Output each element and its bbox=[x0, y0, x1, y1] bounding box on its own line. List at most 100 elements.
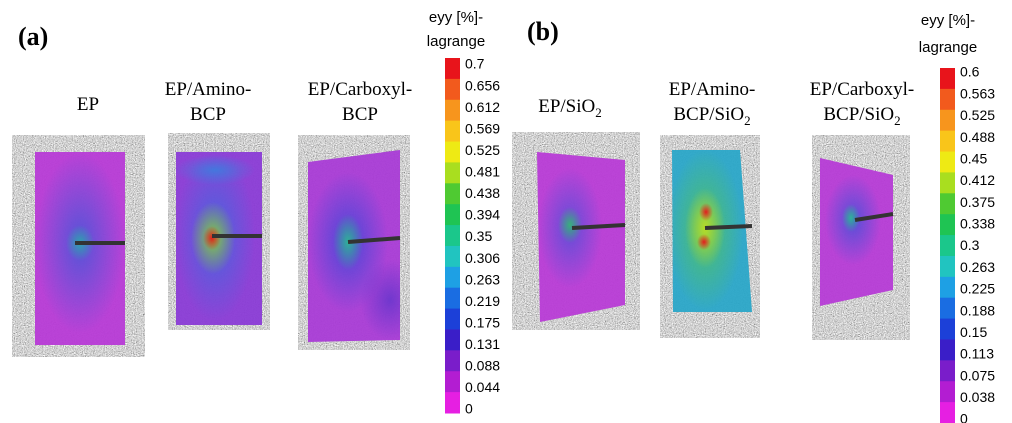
colorbar-segment bbox=[445, 245, 460, 268]
colorbar-segment bbox=[445, 78, 460, 101]
colorbar-segment bbox=[940, 235, 955, 257]
colorbar-tick-label: 0.15 bbox=[960, 324, 987, 340]
colorbar-tick-label: 0.306 bbox=[465, 250, 500, 266]
colorbar-segment bbox=[445, 308, 460, 330]
colorbar-tick-label: 0.113 bbox=[960, 346, 994, 362]
colorbar-segment bbox=[445, 183, 460, 205]
colorbar-title: lagrange bbox=[919, 39, 977, 56]
specimen-label: EP/Amino- bbox=[165, 79, 252, 100]
specimen-label: EP/Carboxyl- bbox=[810, 79, 915, 100]
colorbar-segment bbox=[940, 68, 955, 90]
strain-spot bbox=[558, 207, 582, 243]
specimen-label: EP/Amino- bbox=[669, 79, 756, 100]
label-text: BCP bbox=[342, 104, 378, 125]
label-text: BCP/SiO bbox=[673, 104, 744, 125]
colorbar-segment bbox=[445, 162, 460, 184]
specimen: EP/Carboxyl- BCP/SiO2 bbox=[810, 79, 915, 340]
specimen-label: BCP bbox=[342, 104, 378, 125]
colorbar-segment bbox=[940, 193, 955, 215]
colorbar-segment bbox=[445, 99, 460, 122]
label-text: BCP/SiO bbox=[823, 104, 894, 125]
label-text: EP/Amino- bbox=[669, 79, 756, 100]
colorbar-title: lagrange bbox=[427, 33, 485, 50]
colorbar-tick-label: 0.612 bbox=[465, 99, 500, 115]
colorbar-tick-label: 0.35 bbox=[465, 228, 492, 244]
specimen: EP/Carboxyl- BCP bbox=[298, 79, 413, 350]
notch bbox=[854, 212, 894, 222]
colorbar-tick-label: 0.088 bbox=[465, 358, 500, 374]
label-sub: 2 bbox=[744, 113, 751, 128]
colorbar-segment bbox=[445, 287, 460, 310]
panel: (a) EP EP/Amino- BCP EP/Carboxyl- BCP eyy [%]-… bbox=[12, 9, 500, 417]
colorbar-tick-label: 0.338 bbox=[960, 216, 995, 232]
colorbar-tick-label: 0.438 bbox=[465, 185, 500, 201]
colorbar-tick-label: 0.394 bbox=[465, 207, 500, 223]
specimen: EP/Amino- BCP/SiO2 bbox=[660, 79, 760, 338]
label-text: EP/Carboxyl- bbox=[308, 79, 413, 100]
colorbar-segment bbox=[940, 88, 955, 111]
specimen-label: BCP bbox=[190, 104, 226, 125]
colorbar-segment bbox=[940, 297, 955, 320]
colorbar-tick-label: 0 bbox=[465, 401, 473, 417]
colorbar-tick-label: 0.7 bbox=[465, 56, 485, 72]
colorbar-segment bbox=[445, 225, 460, 247]
colorbar-tick-label: 0.525 bbox=[960, 107, 995, 123]
label-sub: 2 bbox=[894, 113, 901, 128]
colorbar-tick-label: 0.075 bbox=[960, 367, 995, 383]
colorbar-segment bbox=[940, 339, 955, 361]
colorbar-tick-label: 0.175 bbox=[465, 314, 500, 330]
colorbar-title: eyy [%]- bbox=[429, 9, 483, 26]
label-text: EP/SiO bbox=[538, 96, 595, 117]
panel-label: (a) bbox=[18, 22, 48, 51]
colorbar-segment bbox=[445, 329, 460, 351]
colorbar-segment bbox=[940, 172, 955, 194]
colorbar-tick-label: 0.525 bbox=[465, 142, 500, 158]
colorbar-segment bbox=[940, 255, 955, 278]
notch bbox=[571, 223, 626, 230]
colorbar-segment bbox=[940, 276, 955, 299]
colorbar-tick-label: 0.375 bbox=[960, 194, 995, 210]
colorbar-tick-label: 0.488 bbox=[960, 129, 995, 145]
colorbar-segment bbox=[940, 402, 955, 423]
colorbar-segment bbox=[445, 266, 460, 289]
specimen-label: BCP/SiO2 bbox=[823, 104, 900, 128]
strain-spot bbox=[842, 204, 860, 232]
colorbar-tick-label: 0.263 bbox=[960, 259, 995, 275]
colorbar-segment bbox=[940, 381, 955, 403]
colorbar-segment bbox=[445, 350, 460, 372]
colorbar-tick-label: 0.481 bbox=[465, 164, 500, 180]
colorbar-tick-label: 0.225 bbox=[960, 281, 995, 297]
label-text: EP bbox=[77, 94, 99, 115]
colorbar-tick-label: 0.188 bbox=[960, 302, 995, 318]
colorbar-tick-label: 0.263 bbox=[465, 271, 500, 287]
colorbar-segment bbox=[940, 214, 955, 236]
notch bbox=[347, 236, 401, 244]
colorbar-tick-label: 0.6 bbox=[960, 64, 980, 80]
panel: (b)EP/SiO2EP/Amino-BCP/SiO2EP/Carboxyl-B… bbox=[512, 12, 995, 423]
specimen: EP/Amino- BCP bbox=[165, 79, 270, 330]
colorbar-segment bbox=[445, 120, 460, 143]
colorbar-segment bbox=[445, 204, 460, 226]
strain-spot bbox=[697, 234, 711, 250]
specimen-label: BCP/SiO2 bbox=[673, 104, 750, 128]
colorbar-tick-label: 0.412 bbox=[960, 172, 995, 188]
colorbar-tick-label: 0.044 bbox=[465, 379, 500, 395]
colorbar-tick-label: 0.563 bbox=[960, 85, 995, 101]
strain-spot bbox=[360, 260, 400, 340]
colorbar-tick-label: 0.038 bbox=[960, 389, 995, 405]
colorbar-segment bbox=[445, 58, 460, 80]
colorbar-segment bbox=[940, 130, 955, 153]
colorbar-segment bbox=[445, 141, 460, 163]
colorbar: eyy [%]- lagrange 0.6 0.563 0.525 0.488 0.45 0.… bbox=[919, 12, 995, 423]
colorbar-tick-label: 0.656 bbox=[465, 77, 500, 93]
specimen: EP/SiO2 bbox=[512, 96, 640, 330]
colorbar-segment bbox=[940, 109, 955, 132]
colorbar-segment bbox=[940, 318, 955, 340]
colorbar-title: eyy [%]- bbox=[921, 12, 975, 29]
colorbar-tick-label: 0.3 bbox=[960, 237, 980, 253]
colorbar-segment bbox=[940, 360, 955, 382]
label-text: BCP bbox=[190, 104, 226, 125]
label-sub: 2 bbox=[595, 105, 602, 120]
strain-spot bbox=[699, 203, 713, 221]
